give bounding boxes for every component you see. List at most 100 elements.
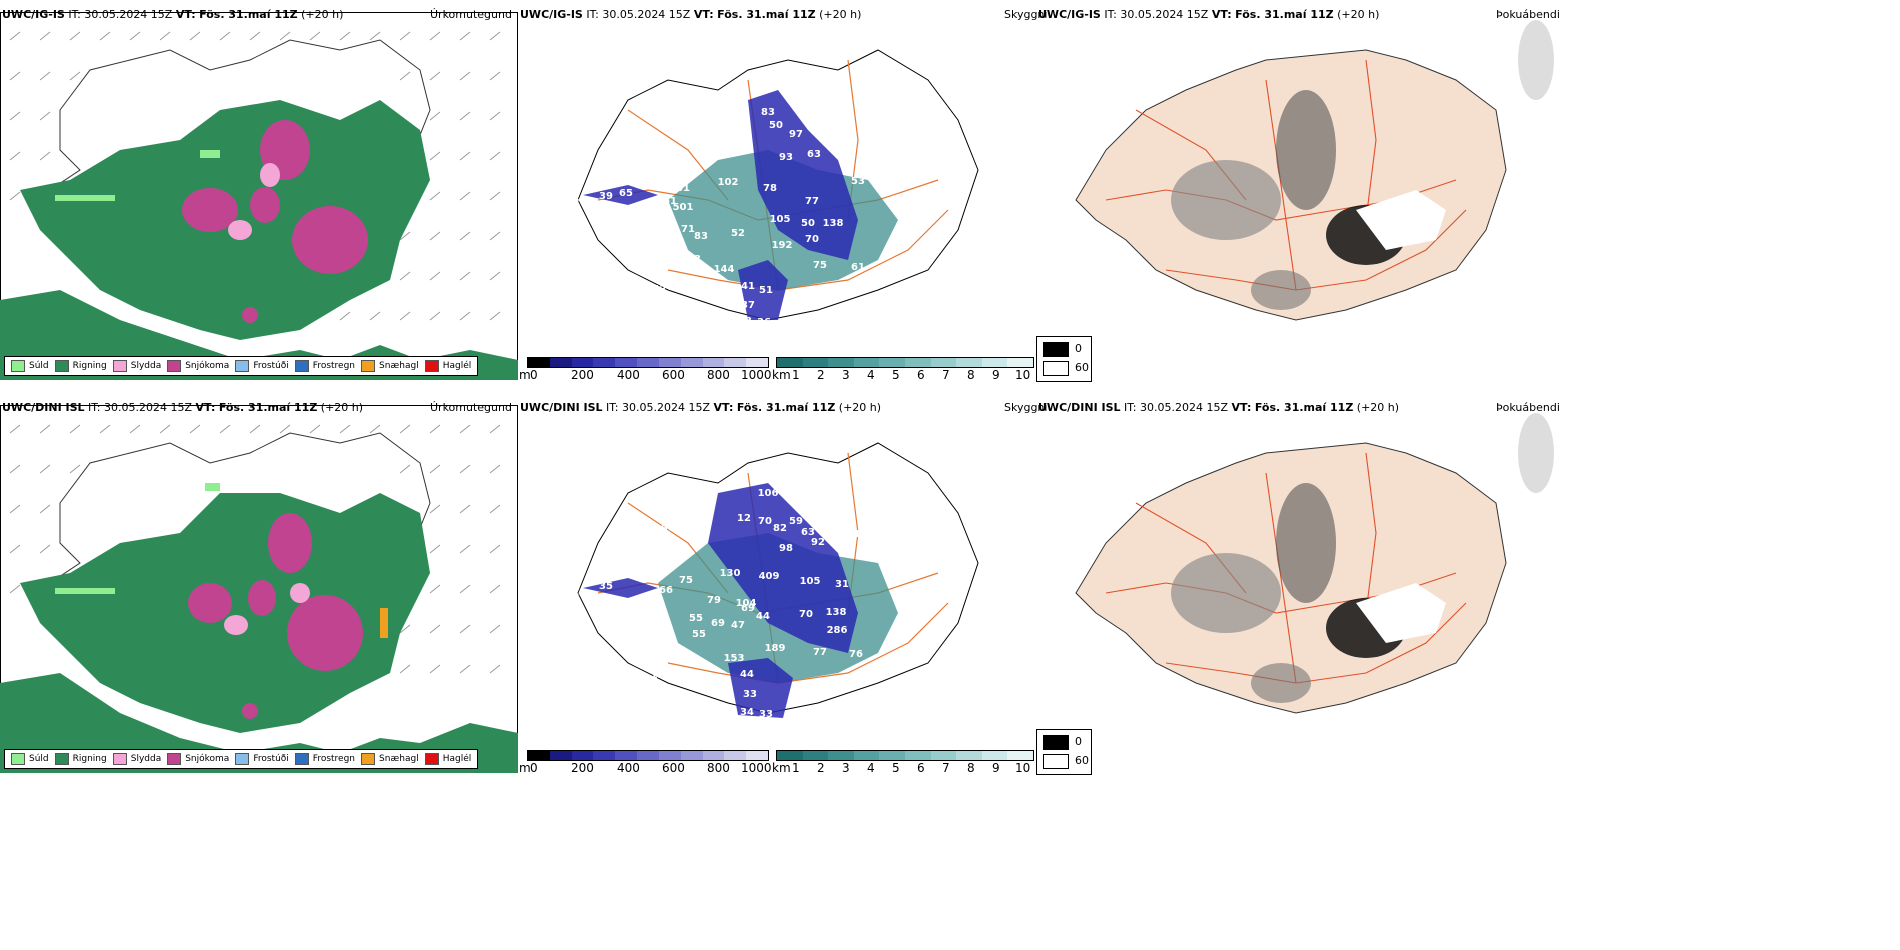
- ceiling-value: 66: [659, 585, 673, 596]
- ceiling-value: 192: [772, 240, 793, 251]
- low-ceiling-south: [728, 658, 793, 718]
- legend-item: Haglél: [424, 360, 471, 372]
- ceiling-value: 409: [759, 571, 780, 582]
- lead-time: (+20 h): [1356, 401, 1400, 414]
- iceland-outline: [577, 442, 979, 714]
- it-value: 30.05.2024 15Z: [622, 401, 711, 414]
- fog-shading: [1171, 90, 1446, 310]
- fog-panel-bottom: UWC/DINI ISL IT: 30.05.2024 15Z VT: Fös.…: [1036, 393, 1560, 773]
- unit-label: km: [772, 368, 791, 382]
- wind-barbs: [9, 31, 501, 321]
- vt-label: VT:: [1211, 8, 1232, 21]
- tick-label: 1: [792, 761, 800, 775]
- precip-legend: Súld Rigning Slydda Snjókoma Frostúði Fr…: [4, 749, 479, 769]
- ceiling-value: 144: [714, 264, 735, 275]
- ceiling-value: 12: [733, 126, 747, 137]
- it-label: IT:: [586, 8, 599, 21]
- it-value: 30.05.2024 15Z: [1120, 8, 1209, 21]
- panel-header: UWC/IG-IS IT: 30.05.2024 15Z VT: Fös. 31…: [2, 8, 343, 21]
- ceiling-value: 92: [811, 537, 825, 548]
- legend-item: Snæhagl: [361, 753, 419, 765]
- swatch: [54, 753, 69, 765]
- ceiling-value: 130: [651, 670, 672, 681]
- ceiling-value: 40: [573, 198, 587, 209]
- swatch: [361, 360, 376, 372]
- model-name: UWC/IG-IS: [2, 8, 65, 21]
- ceiling-value: 142: [646, 284, 667, 295]
- tick-label: 8: [967, 761, 975, 775]
- sleet-areas: [224, 583, 310, 635]
- tick-label: 400: [617, 761, 640, 775]
- ceiling-panel-bottom: 106 12 96 82 59 70 63 98 92 40 350 130 4…: [518, 393, 1047, 773]
- swatch: [235, 360, 250, 372]
- ceiling-value: 33: [743, 689, 757, 700]
- fog-panel-top: UWC/IG-IS IT: 30.05.2024 15Z VT: Fös. 31…: [1036, 0, 1560, 380]
- it-value: 30.05.2024 15Z: [84, 8, 173, 21]
- sleet-areas: [228, 163, 280, 240]
- colorbar: [776, 357, 1034, 368]
- legend-item: Snæhagl: [361, 360, 419, 372]
- colorbar: [776, 750, 1034, 761]
- swatch: [294, 360, 309, 372]
- ceiling-value: 138: [826, 607, 847, 618]
- tick-label: 4: [867, 368, 875, 382]
- it-label: IT:: [1124, 401, 1137, 414]
- model-name: UWC/DINI ISL: [2, 401, 85, 414]
- ceiling-value: 37: [741, 300, 755, 311]
- ceiling-value: 98: [779, 543, 793, 554]
- legend-label: Slydda: [130, 361, 162, 371]
- visibility-colorbar-bottom: km 1 2 3 4 5 6 7 8 9 10: [772, 750, 1034, 775]
- rain-area-south: [0, 673, 518, 773]
- ceiling-value: 71: [681, 224, 695, 235]
- lead-time: (+20 h): [320, 401, 364, 414]
- tick-label: 9: [992, 368, 1000, 382]
- lead-time: (+20 h): [838, 401, 882, 414]
- legend-item: Snjókoma: [167, 753, 229, 765]
- ceiling-value: 64: [865, 664, 879, 675]
- legend-item: Frostúði: [235, 753, 289, 765]
- ceiling-value: 65: [619, 188, 633, 199]
- low-ceiling-south: [738, 260, 788, 320]
- fog-swatch: [1043, 342, 1069, 357]
- legend-label: Frostregn: [312, 361, 356, 371]
- low-ceiling-west: [583, 185, 658, 205]
- vt-value: Fös. 31.maí 11Z: [218, 401, 318, 414]
- tick-label: 1000: [741, 368, 772, 382]
- it-value: 30.05.2024 15Z: [1140, 401, 1229, 414]
- ceiling-value: 501: [673, 202, 694, 213]
- fog-legend-label: 0: [1075, 735, 1082, 748]
- ceiling-map: 106 12 96 82 59 70 63 98 92 40 350 130 4…: [572, 442, 979, 720]
- tick-label: 200: [571, 368, 594, 382]
- tick-label: 9: [992, 761, 1000, 775]
- swatch: [54, 360, 69, 372]
- tick-label: 6: [917, 761, 925, 775]
- low-ceiling-area: [708, 483, 858, 653]
- unit-label: m: [519, 761, 531, 775]
- colorbar: [527, 750, 769, 761]
- legend-item: Snjókoma: [167, 360, 229, 372]
- ceiling-value: 70: [758, 516, 772, 527]
- legend-item: Súld: [11, 753, 49, 765]
- swatch: [112, 360, 127, 372]
- colorbar: [527, 357, 769, 368]
- legend-label: Haglél: [442, 754, 472, 764]
- ceiling-value: 61: [851, 262, 865, 273]
- tick-label: 7: [942, 368, 950, 382]
- swatch: [11, 360, 25, 372]
- ceiling-value: 64: [635, 234, 649, 245]
- ceiling-value: 79: [707, 595, 721, 606]
- ceiling-value: 42: [572, 588, 586, 599]
- tick-label: 0: [530, 761, 538, 775]
- ceiling-value: 102: [718, 177, 739, 188]
- precip-legend: Súld Rigning Slydda Snjókoma Frostúði Fr…: [4, 356, 479, 376]
- precip-title: Úrkomutegund: [430, 401, 512, 414]
- ice-pellets-area: [380, 608, 388, 638]
- ceiling-value: 70: [799, 609, 813, 620]
- ceiling-value: 39: [599, 191, 613, 202]
- ceiling-title: Skyggni: [1004, 401, 1048, 414]
- legend-item: Frostregn: [294, 360, 356, 372]
- ceiling-value: 189: [765, 643, 786, 654]
- ceiling-value: 35: [599, 581, 613, 592]
- precip-map: [0, 31, 518, 380]
- legend-item: Frostregn: [294, 753, 355, 765]
